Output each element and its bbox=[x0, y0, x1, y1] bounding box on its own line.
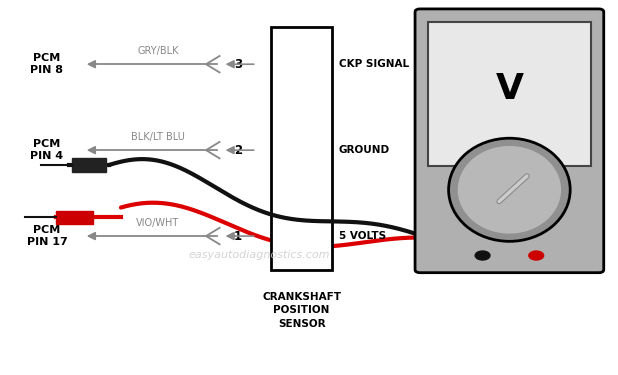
Text: GROUND: GROUND bbox=[339, 145, 390, 155]
Text: 2: 2 bbox=[234, 144, 242, 157]
FancyBboxPatch shape bbox=[415, 9, 604, 273]
Bar bbox=[56, 211, 93, 224]
Circle shape bbox=[475, 251, 490, 260]
Text: PCM
PIN 4: PCM PIN 4 bbox=[30, 139, 64, 161]
Text: easyautodiagnostics.com: easyautodiagnostics.com bbox=[189, 250, 331, 260]
Circle shape bbox=[529, 251, 544, 260]
Text: V: V bbox=[496, 72, 523, 106]
Text: CRANKSHAFT
POSITION
SENSOR: CRANKSHAFT POSITION SENSOR bbox=[262, 292, 341, 328]
Ellipse shape bbox=[449, 138, 570, 242]
Text: GRY/BLK: GRY/BLK bbox=[137, 46, 179, 56]
Bar bbox=[271, 27, 332, 270]
Bar bbox=[428, 22, 591, 166]
Bar bbox=[72, 158, 106, 172]
Text: 5 VOLTS: 5 VOLTS bbox=[339, 231, 386, 241]
Text: 1: 1 bbox=[234, 230, 242, 243]
Text: VIO/WHT: VIO/WHT bbox=[137, 218, 180, 228]
Ellipse shape bbox=[458, 146, 561, 234]
Text: 3: 3 bbox=[234, 58, 242, 71]
Text: PCM
PIN 8: PCM PIN 8 bbox=[30, 53, 64, 75]
Text: CKP SIGNAL: CKP SIGNAL bbox=[339, 59, 408, 69]
Text: BLK/LT BLU: BLK/LT BLU bbox=[131, 132, 185, 142]
Text: PCM
PIN 17: PCM PIN 17 bbox=[27, 225, 67, 247]
